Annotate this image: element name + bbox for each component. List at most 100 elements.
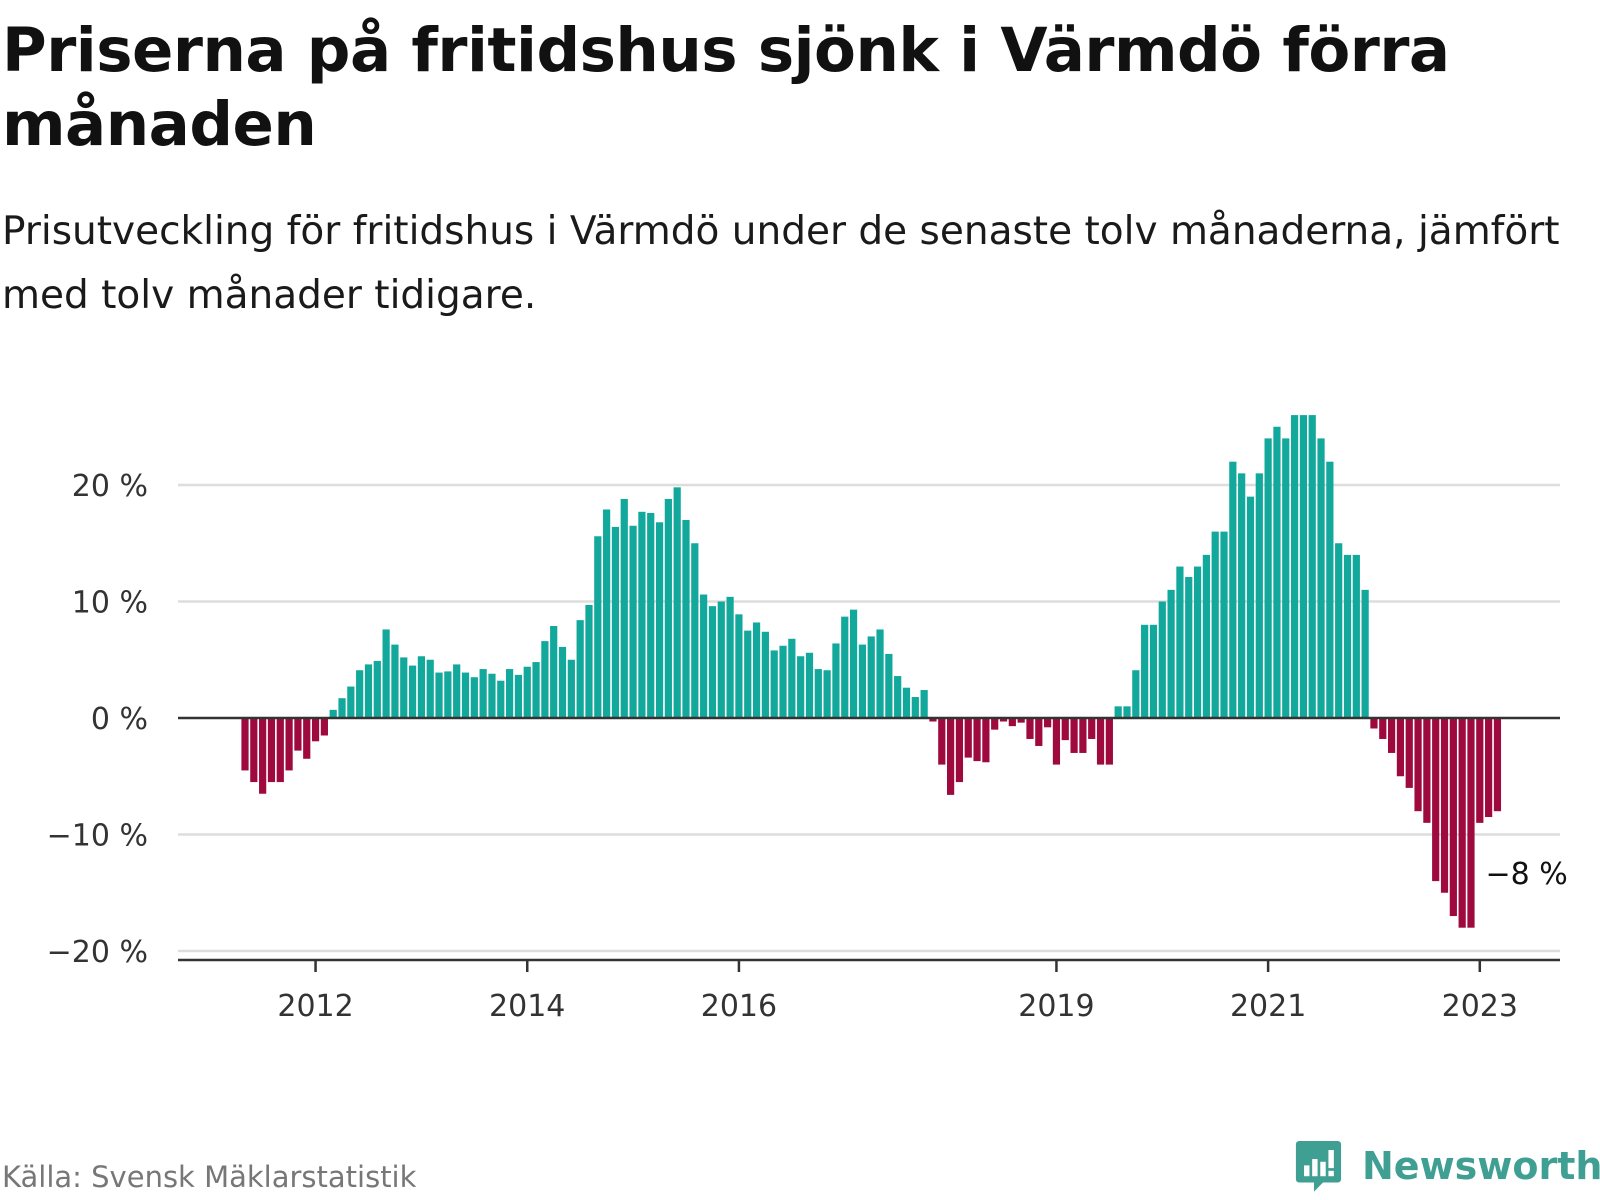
last-value-label: −8 % — [1485, 857, 1567, 892]
bar — [1008, 718, 1016, 727]
bar — [497, 680, 505, 718]
bar — [1485, 718, 1493, 818]
chart-subtitle: Prisutveckling för fritidshus i Värmdö u… — [2, 209, 1560, 318]
bar — [1176, 566, 1184, 718]
bar — [955, 718, 964, 783]
bar — [594, 536, 602, 718]
bar — [276, 718, 284, 783]
bar — [982, 718, 990, 763]
bar — [1414, 718, 1422, 812]
bar — [708, 606, 717, 718]
bar — [867, 636, 875, 718]
bar — [841, 616, 849, 718]
bar — [744, 630, 752, 719]
bar — [700, 594, 708, 718]
bar — [1273, 426, 1281, 718]
bar — [532, 662, 540, 718]
bar — [417, 656, 425, 718]
bar — [752, 622, 761, 718]
bar — [408, 665, 417, 719]
bar — [814, 669, 822, 718]
bar — [444, 671, 452, 718]
x-tick-label: 2014 — [489, 989, 565, 1024]
bar — [1246, 496, 1255, 718]
x-tick-label: 2023 — [1442, 989, 1518, 1024]
x-tick-label: 2019 — [1018, 989, 1094, 1024]
bar — [832, 643, 840, 718]
bar — [1326, 461, 1334, 718]
bar — [805, 652, 814, 718]
bar — [620, 498, 628, 718]
bar — [585, 605, 593, 718]
bar — [1158, 601, 1166, 718]
bar — [761, 631, 769, 718]
bar — [823, 670, 831, 719]
chart-title: Priserna på fritidshus sjönk i Värmdö fö… — [2, 15, 1450, 160]
bar — [461, 672, 470, 719]
bar — [894, 676, 902, 718]
bar — [1185, 577, 1193, 718]
bar — [911, 697, 919, 718]
bar — [364, 664, 373, 718]
bar — [550, 625, 558, 719]
bar — [858, 644, 866, 718]
bar — [964, 718, 972, 758]
bar — [1061, 718, 1069, 741]
bar — [1361, 589, 1369, 718]
bar — [541, 641, 549, 718]
y-tick-label: 10 % — [72, 586, 148, 621]
bar — [1440, 718, 1449, 893]
y-tick-label: −10 % — [47, 819, 148, 854]
bar — [1123, 706, 1131, 718]
bar — [1220, 531, 1228, 718]
bar — [1141, 624, 1149, 718]
bar — [938, 718, 946, 765]
bar — [726, 596, 734, 718]
bar — [435, 672, 443, 719]
bar — [567, 659, 575, 718]
bar — [1317, 438, 1325, 718]
newsworthy-logo-icon — [1295, 1141, 1342, 1192]
bar — [250, 718, 258, 783]
bar — [991, 718, 999, 730]
bar — [920, 690, 928, 718]
bar — [1467, 718, 1475, 928]
bar — [1335, 543, 1343, 718]
bar — [506, 669, 514, 718]
bar — [1052, 718, 1061, 765]
bar — [1290, 415, 1299, 718]
bar — [453, 664, 461, 718]
bar — [1255, 473, 1263, 718]
bar — [294, 718, 302, 751]
bar — [523, 666, 531, 718]
bar — [1044, 718, 1052, 728]
bar — [647, 512, 655, 718]
bar — [1088, 718, 1096, 739]
bar — [638, 511, 646, 718]
bar — [1264, 438, 1272, 718]
bar — [1167, 589, 1175, 718]
bar — [391, 644, 399, 718]
bar — [673, 487, 681, 718]
bar — [259, 718, 267, 794]
bar — [1070, 718, 1078, 753]
bar — [691, 543, 699, 718]
bar — [1114, 706, 1122, 718]
x-axis-labels: 2012 2014 2016 2019 2021 2023 — [277, 989, 1518, 1024]
bar — [576, 620, 584, 718]
bar — [655, 522, 664, 718]
bar — [611, 526, 620, 718]
bar — [1352, 554, 1360, 718]
bar — [1299, 415, 1307, 718]
bar — [514, 674, 523, 718]
bar — [1132, 670, 1140, 719]
bar — [338, 698, 346, 718]
bar — [356, 670, 364, 719]
bar — [1370, 718, 1378, 729]
bar — [347, 686, 355, 718]
bar — [1423, 718, 1431, 823]
brand-name: Newsworthy — [1362, 1144, 1600, 1188]
bar — [664, 498, 672, 718]
bar — [603, 509, 611, 718]
